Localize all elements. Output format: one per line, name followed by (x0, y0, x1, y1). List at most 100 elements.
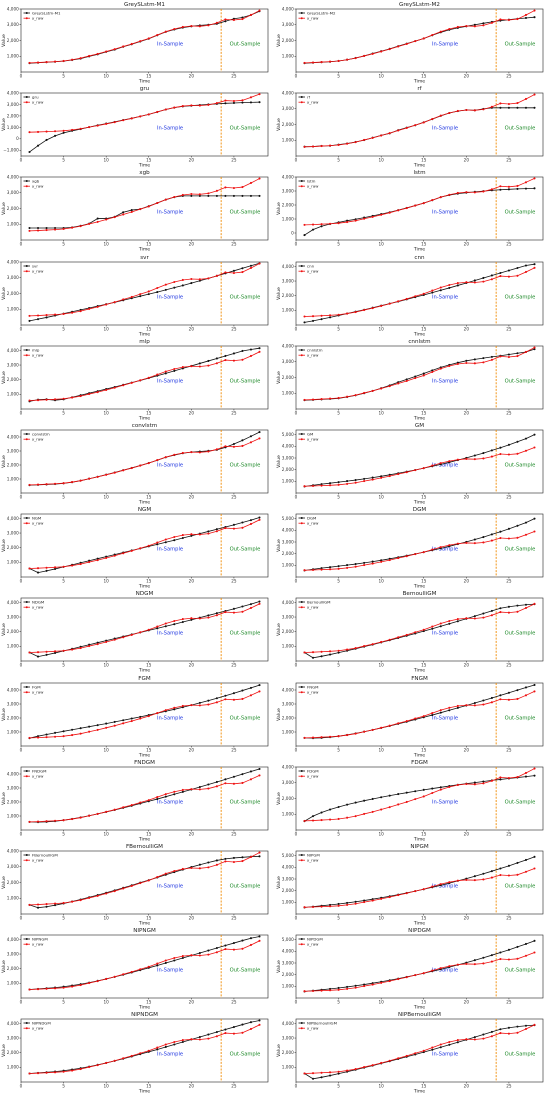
data-point (173, 286, 176, 289)
data-point (28, 61, 31, 64)
data-point (388, 896, 391, 899)
y-axis-label: Value (1, 623, 7, 636)
legend-marker (300, 854, 303, 856)
data-point (516, 354, 519, 357)
in-sample-label: In-Sample (432, 547, 458, 553)
data-point (414, 1052, 417, 1055)
data-point (79, 57, 82, 60)
data-point (258, 603, 261, 606)
x-tick-label: 0 (20, 747, 23, 752)
plot-frame (295, 92, 544, 157)
x-axis-label: Time (413, 921, 425, 927)
data-point (397, 636, 400, 639)
data-point (388, 1060, 391, 1063)
data-point (241, 270, 244, 273)
x-tick-label: 0 (20, 410, 23, 415)
data-point (490, 277, 493, 280)
x-tick-label: 5 (337, 916, 340, 921)
data-point (45, 569, 48, 573)
y-tick-label: 1,000 (282, 54, 294, 59)
data-point (405, 800, 408, 803)
data-point (207, 787, 210, 790)
x-axis-label: Time (413, 415, 425, 421)
data-point (405, 207, 408, 210)
data-point (507, 1027, 510, 1030)
chart-title: NIPBernoulliGM (398, 1012, 441, 1018)
data-point (113, 724, 116, 727)
data-point (388, 48, 391, 51)
y-axis-label: Value (1, 287, 7, 300)
data-point (190, 193, 193, 196)
data-point (371, 797, 374, 800)
legend-marker (25, 938, 28, 941)
x-tick-label: 10 (104, 1084, 110, 1089)
data-point (122, 721, 125, 724)
data-point (173, 106, 176, 109)
y-axis-label: Value (276, 34, 282, 47)
data-point (62, 565, 65, 568)
data-point (45, 733, 48, 736)
data-point (499, 867, 502, 870)
data-point (224, 358, 227, 361)
data-point (439, 114, 442, 117)
data-point (96, 812, 99, 815)
data-point (456, 25, 459, 29)
data-point (45, 130, 48, 133)
y-tick-label: −1,000 (3, 148, 19, 153)
data-point (448, 708, 451, 711)
data-point (224, 1028, 227, 1031)
data-point (354, 984, 357, 987)
y-axis-label: Value (1, 1044, 7, 1057)
data-point (311, 1078, 315, 1081)
data-point (482, 280, 485, 283)
data-point (524, 943, 528, 946)
data-point (439, 786, 442, 789)
legend-entry: FDGM (307, 768, 319, 773)
y-tick-label: 4,000 (7, 516, 19, 521)
data-point (224, 18, 227, 21)
data-point (96, 557, 99, 560)
legend-marker (300, 438, 303, 441)
data-point (405, 634, 408, 637)
y-tick-label: 4,000 (7, 434, 19, 439)
data-point (507, 188, 510, 191)
data-point (198, 703, 201, 707)
data-point (439, 883, 442, 886)
data-point (96, 52, 99, 55)
y-tick-label: 4,000 (282, 444, 294, 449)
legend: GMy_raw (298, 431, 319, 442)
data-point (320, 314, 323, 317)
x-tick-label: 20 (464, 831, 470, 836)
series-line (304, 1025, 535, 1080)
y-tick-label: 2,000 (282, 1050, 294, 1055)
data-point (490, 358, 493, 361)
data-point (405, 379, 408, 382)
data-point (524, 533, 528, 537)
data-point (130, 884, 133, 888)
legend-marker (300, 180, 303, 183)
legend-marker (25, 12, 28, 14)
in-sample-label: In-Sample (157, 799, 183, 805)
out-sample-label: Out-Sample (230, 799, 261, 805)
y-tick-label: 2,000 (7, 113, 19, 118)
in-sample-label: In-Sample (432, 631, 458, 637)
data-point (499, 271, 502, 274)
y-tick-label: 2,000 (7, 206, 19, 211)
x-tick-label: 0 (295, 1000, 298, 1005)
data-point (190, 281, 193, 284)
x-tick-label: 5 (337, 1000, 340, 1005)
data-point (482, 108, 485, 111)
data-point (422, 788, 425, 791)
out-sample-label: Out-Sample (505, 463, 536, 469)
data-point (181, 867, 184, 871)
series-line (304, 434, 535, 487)
series-line (304, 603, 535, 654)
data-point (224, 694, 227, 697)
x-tick-label: 20 (464, 495, 470, 500)
y-tick-label: 1,000 (282, 138, 294, 143)
y-axis-label: Value (276, 960, 282, 973)
data-point (482, 276, 485, 279)
